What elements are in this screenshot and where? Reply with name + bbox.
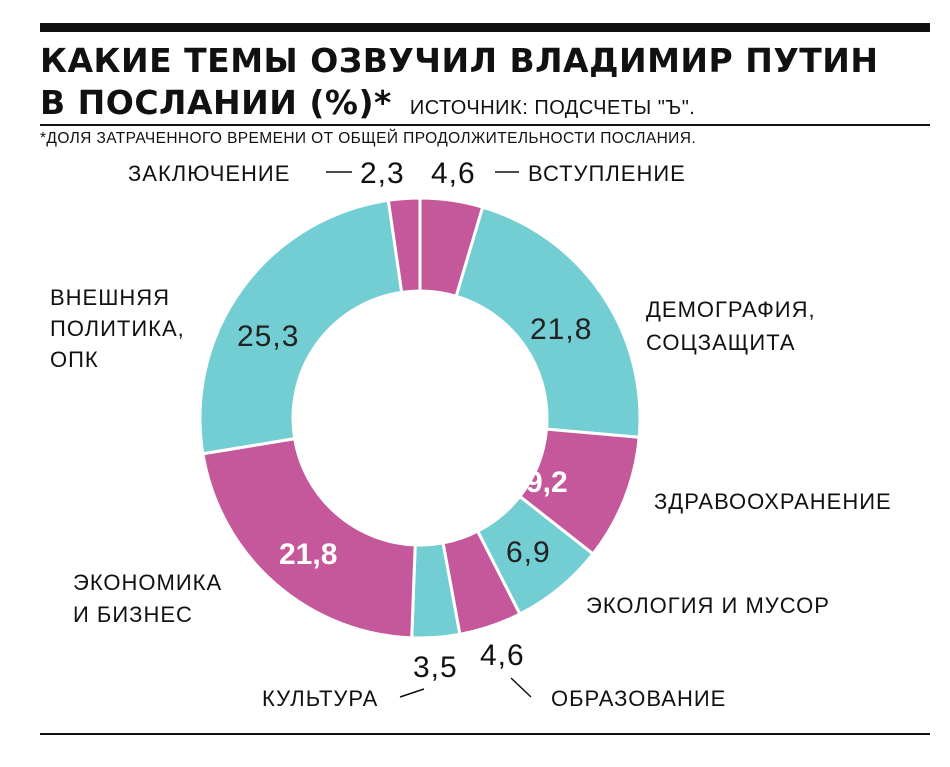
leader-line-education (510, 677, 532, 698)
value-label-education: 4,6 (480, 639, 525, 672)
value-label-intro: 4,6 (431, 157, 476, 190)
category-label-culture: КУЛЬТУРА (262, 686, 378, 711)
category-label-demography: ДЕМОГРАФИЯ, СОЦЗАЩИТА (646, 297, 823, 355)
title-line-1: КАКИЕ ТЕМЫ ОЗВУЧИЛ ВЛАДИМИР ПУТИН (40, 41, 879, 80)
category-label-economy-line-1: ЭКОНОМИКА (73, 570, 222, 595)
slice-foreign (198, 198, 404, 456)
bottom-rule (40, 733, 930, 735)
title-line-2: В ПОСЛАНИИ (%)* (40, 83, 392, 122)
category-label-economy: ЭКОНОМИКА И БИЗНЕС (73, 570, 229, 627)
chart-title: КАКИЕ ТЕМЫ ОЗВУЧИЛ ВЛАДИМИР ПУТИН В ПОСЛ… (40, 40, 930, 129)
category-label-conclusion: ЗАКЛЮЧЕНИЕ (128, 161, 290, 186)
slice-economy (201, 436, 417, 640)
category-label-foreign-line-3: ОПК (50, 347, 99, 372)
category-label-foreign-line-2: ПОЛИТИКА, (50, 316, 185, 341)
header-rule (40, 124, 930, 126)
leader-line-culture (399, 688, 425, 698)
category-label-foreign: ВНЕШНЯЯ ПОЛИТИКА, ОПК (50, 285, 192, 372)
category-label-education: ОБРАЗОВАНИЕ (551, 686, 726, 711)
slice-conclusion (386, 196, 422, 295)
category-label-ecology: ЭКОЛОГИЯ И МУСОР (586, 593, 830, 618)
slice-demography (454, 205, 642, 439)
value-label-health: 9,2 (526, 466, 568, 499)
category-label-economy-line-2: И БИЗНЕС (73, 602, 193, 627)
footnote: *ДОЛЯ ЗАТРАЧЕННОГО ВРЕМЕНИ ОТ ОБЩЕЙ ПРОД… (40, 130, 697, 147)
category-label-health: ЗДРАВООХРАНЕНИЕ (654, 489, 892, 514)
category-label-demography-line-2: СОЦЗАЩИТА (646, 330, 796, 355)
value-label-demography: 21,8 (530, 313, 592, 346)
category-label-foreign-line-1: ВНЕШНЯЯ (50, 285, 170, 310)
value-label-economy: 21,8 (279, 538, 337, 571)
value-label-culture: 3,5 (413, 651, 458, 684)
value-label-foreign: 25,3 (237, 320, 299, 353)
source-note: ИСТОЧНИК: ПОДСЧЕТЫ "Ъ". (409, 97, 696, 119)
top-rule (40, 23, 930, 32)
category-label-intro: ВСТУПЛЕНИЕ (528, 161, 686, 186)
value-label-conclusion: 2,3 (360, 157, 405, 190)
value-label-ecology: 6,9 (506, 536, 551, 569)
category-label-demography-line-1: ДЕМОГРАФИЯ, (646, 297, 816, 322)
